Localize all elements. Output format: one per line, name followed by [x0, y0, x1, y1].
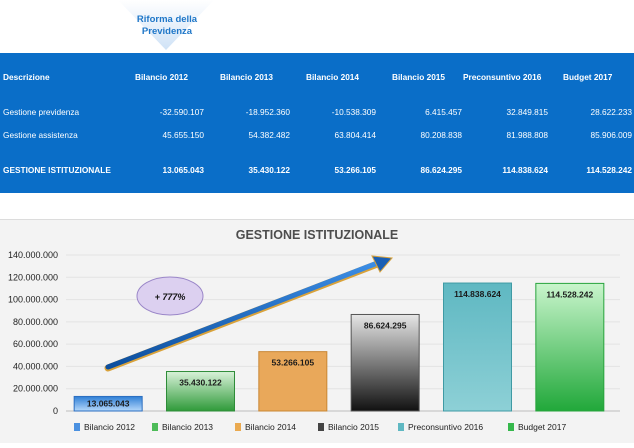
legend-label: Bilancio 2012 [84, 422, 135, 432]
bar-preconsuntivo-2016 [443, 282, 512, 412]
column-header-descrizione: Descrizione [3, 72, 50, 82]
row-label: Gestione previdenza [3, 107, 80, 117]
legend-swatch [74, 423, 80, 431]
legend-label: Bilancio 2013 [162, 422, 213, 432]
title-line-2: Previdenza [141, 26, 193, 37]
table-cell: 114.528.242 [586, 165, 632, 175]
bar-value-label: 86.624.295 [364, 320, 407, 330]
bar-bilancio-2013 [166, 371, 235, 412]
table-cell: 54.382.482 [248, 130, 290, 140]
table-cell: 81.988.808 [506, 130, 548, 140]
bar-value-label: 13.065.043 [87, 398, 130, 408]
column-header: Budget 2017 [563, 72, 613, 82]
row-label: Gestione assistenza [3, 130, 78, 140]
table-cell: 80.208.838 [420, 130, 462, 140]
bar-value-label: 35.430.122 [179, 378, 222, 388]
column-header: Bilancio 2015 [392, 72, 446, 82]
table-cell: -32.590.107 [159, 107, 204, 117]
column-header: Bilancio 2013 [220, 72, 274, 82]
table-cell: 45.655.150 [162, 130, 204, 140]
legend-swatch [235, 423, 241, 431]
bar-bilancio-2015 [350, 313, 420, 412]
data-table: Descrizione Bilancio 2012 Bilancio 2013 … [0, 53, 634, 193]
bar-value-label: 114.838.624 [454, 289, 501, 299]
table-cell: 13.065.043 [162, 165, 204, 175]
table-cell: 86.624.295 [420, 165, 462, 175]
bar-bilancio-2014 [258, 351, 328, 412]
table-cell: 35.430.122 [248, 165, 290, 175]
growth-annotation: + 777% [155, 292, 186, 302]
y-tick-label: 120.000.000 [8, 272, 58, 282]
legend-label: Preconsuntivo 2016 [408, 422, 483, 432]
y-tick-label: 0 [53, 406, 58, 416]
funnel-graphic [118, 0, 214, 50]
legend-label: Bilancio 2014 [245, 422, 296, 432]
bar-bilancio-2012 [73, 395, 143, 412]
growth-badge [136, 276, 204, 316]
table-cell: 85.906.009 [590, 130, 632, 140]
y-tick-label: 40.000.000 [13, 361, 58, 371]
y-tick-label: 20.000.000 [13, 384, 58, 394]
column-header: Bilancio 2014 [306, 72, 360, 82]
y-tick-label: 140.000.000 [8, 250, 58, 260]
legend-label: Budget 2017 [518, 422, 566, 432]
bar-value-label: 53.266.105 [272, 358, 315, 368]
table-cell: 28.622.233 [590, 107, 632, 117]
y-tick-label: 100.000.000 [8, 295, 58, 305]
chart-panel: 0 20.000.000 40.000.000 60.000.000 80.000.00… [0, 219, 634, 443]
row-label: GESTIONE ISTITUZIONALE [3, 165, 111, 175]
table-cell: 63.804.414 [334, 130, 376, 140]
column-header: Bilancio 2012 [135, 72, 189, 82]
bar-value-label: 114.528.242 [546, 289, 593, 299]
legend-swatch [318, 423, 324, 431]
trend-arrow [104, 255, 394, 372]
legend-swatch [152, 423, 158, 431]
page-title: Riforma della Previdenza [112, 14, 222, 38]
bar-budget-2017 [535, 282, 605, 412]
table-cell: 53.266.105 [334, 165, 376, 175]
table-cell: -18.952.360 [245, 107, 290, 117]
y-tick-label: 80.000.000 [13, 317, 58, 327]
title-line-1: Riforma della [136, 14, 198, 25]
legend-label: Bilancio 2015 [328, 422, 379, 432]
legend-swatch [398, 423, 404, 431]
table-cell: -10.538.309 [331, 107, 376, 117]
table-cell: 114.838.624 [502, 165, 548, 175]
chart-title: GESTIONE ISTITUZIONALE [236, 228, 399, 242]
y-tick-label: 60.000.000 [13, 339, 58, 349]
table-cell: 6.415.457 [425, 107, 462, 117]
column-header: Preconsuntivo 2016 [463, 72, 542, 82]
table-cell: 32.849.815 [506, 107, 548, 117]
legend-swatch [508, 423, 514, 431]
bar-chart: 0 20.000.000 40.000.000 60.000.000 80.000.00… [8, 228, 620, 432]
